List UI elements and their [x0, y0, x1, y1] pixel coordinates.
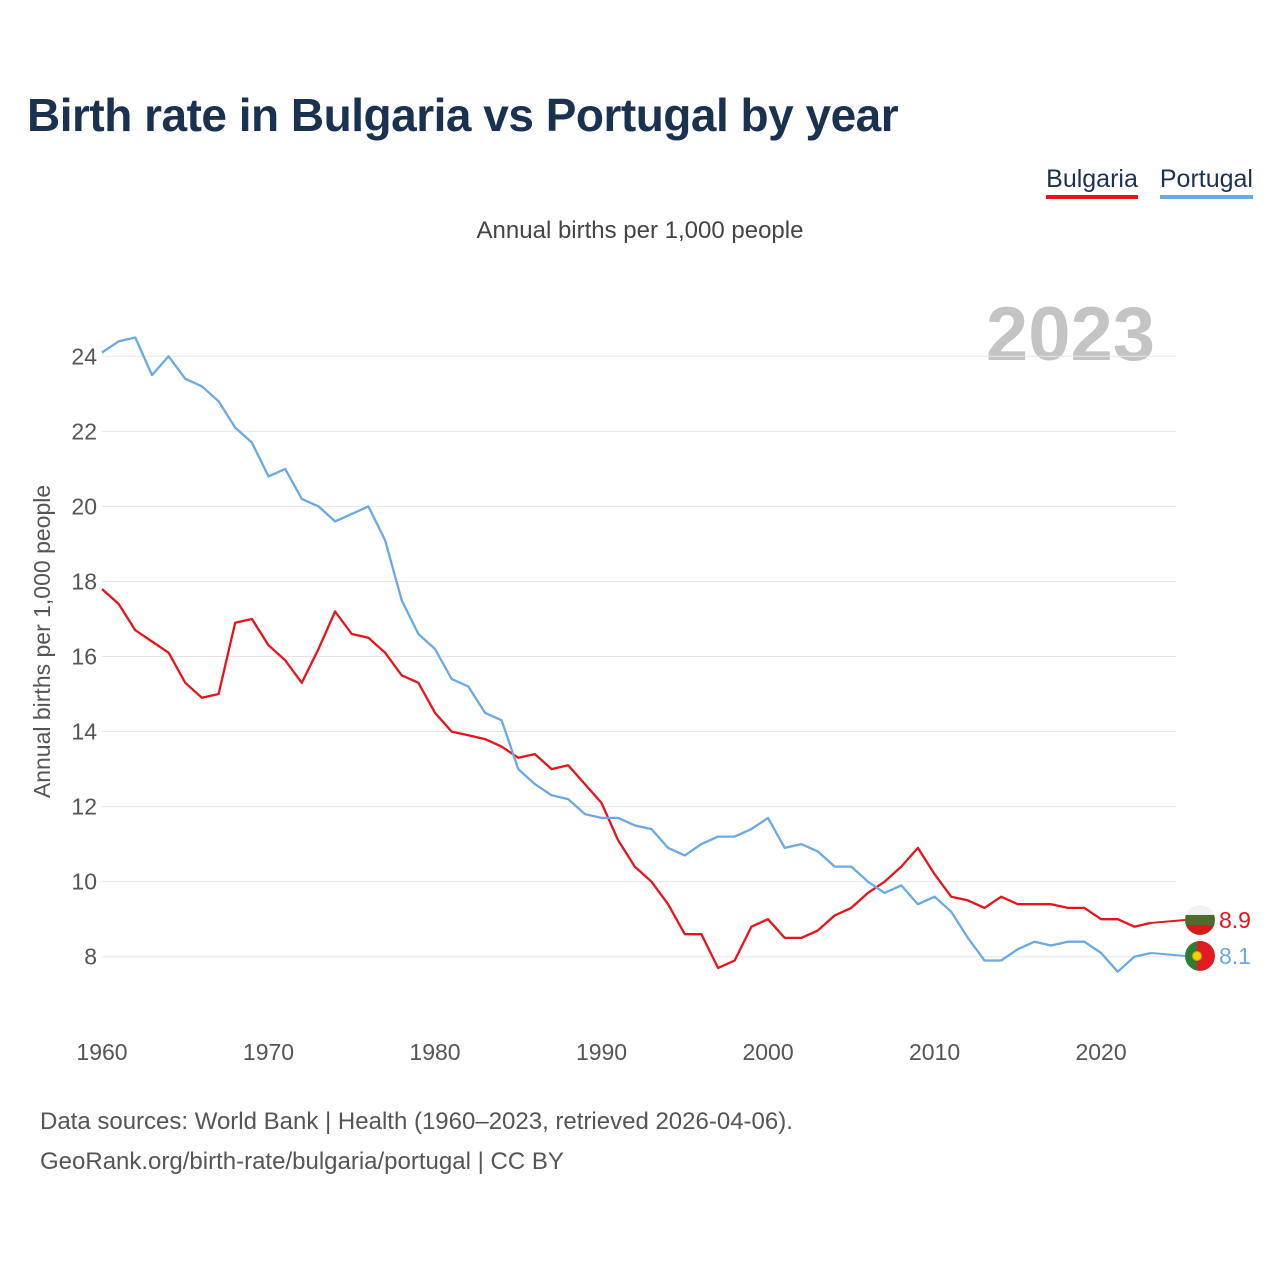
y-tick-label: 14 — [71, 719, 97, 745]
line-chart: 2023 8 10 12 14 16 18 20 22 24 1960 1970 1980 1990 200… — [29, 292, 1251, 1065]
series-connector — [1150, 951, 1186, 957]
portugal-flag-icon — [1185, 940, 1215, 971]
series-connector — [1150, 918, 1186, 924]
x-tick-label: 2000 — [742, 1039, 793, 1065]
chart-subtitle: Annual births per 1,000 people — [476, 217, 804, 244]
y-axis-title: Annual births per 1,000 people — [29, 485, 55, 798]
y-tick-label: 18 — [71, 568, 97, 594]
x-tick-label: 1990 — [576, 1039, 627, 1065]
year-watermark: 2023 — [986, 292, 1155, 377]
page-title: Birth rate in Bulgaria vs Portugal by ye… — [27, 89, 899, 141]
y-tick-label: 24 — [71, 343, 97, 369]
y-tick-label: 12 — [71, 794, 97, 820]
legend-item-bulgaria[interactable]: Bulgaria — [1046, 165, 1138, 199]
x-tick-label: 1980 — [409, 1039, 460, 1065]
series-line-bulgaria — [101, 588, 1152, 970]
bulgaria-flag-icon — [1185, 904, 1215, 935]
y-tick-label: 22 — [71, 418, 97, 444]
legend-item-portugal[interactable]: Portugal — [1159, 165, 1253, 199]
y-tick-label: 20 — [71, 493, 97, 519]
end-value-label-bulgaria: 8.9 — [1219, 907, 1251, 933]
source-link[interactable]: GeoRank.org/birth-rate/bulgaria/portugal… — [40, 1148, 564, 1175]
y-tick-label: 8 — [84, 944, 97, 970]
legend: Bulgaria Portugal — [1046, 165, 1253, 199]
y-tick-label: 16 — [71, 644, 97, 670]
series-line-portugal — [101, 336, 1152, 973]
x-tick-label: 1970 — [243, 1039, 294, 1065]
end-value-label-portugal: 8.1 — [1219, 943, 1251, 969]
data-sources: Data sources: World Bank | Health (1960–… — [40, 1108, 793, 1135]
x-tick-label: 1960 — [76, 1039, 127, 1065]
y-tick-label: 10 — [71, 869, 97, 895]
x-tick-label: 2020 — [1075, 1039, 1126, 1065]
x-tick-label: 2010 — [909, 1039, 960, 1065]
